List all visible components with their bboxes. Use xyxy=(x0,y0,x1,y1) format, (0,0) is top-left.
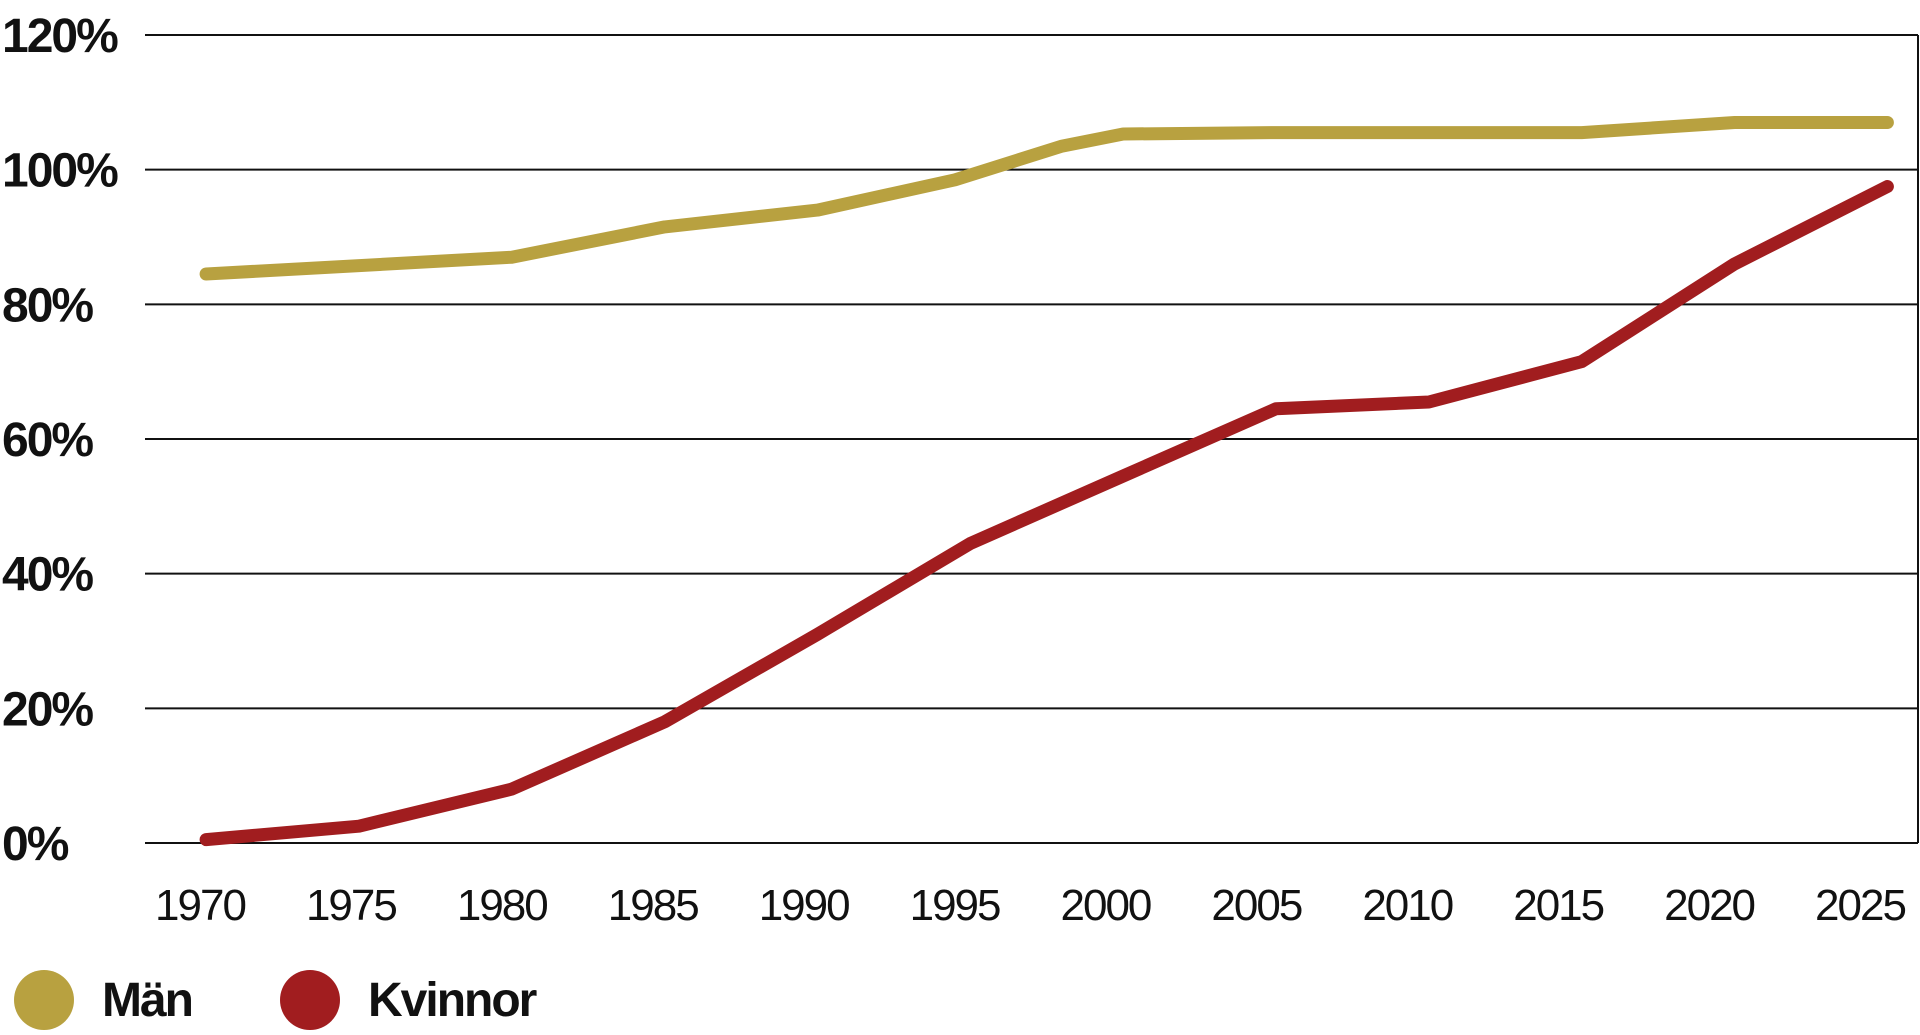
y-tick-label-100: 100% xyxy=(2,145,118,198)
y-tick-label-120: 120% xyxy=(2,10,118,63)
y-tick-label-40: 40% xyxy=(2,549,93,602)
x-tick-label-1975: 1975 xyxy=(306,881,396,930)
legend-swatch-kvinnor xyxy=(280,970,340,1030)
legend-item-kvinnor: Kvinnor xyxy=(280,970,537,1030)
x-tick-label-2015: 2015 xyxy=(1513,881,1603,930)
y-tick-label-60: 60% xyxy=(2,414,93,467)
x-axis-tick-labels: 1970 1975 1980 1985 1990 1995 2000 2005 2010 2015… xyxy=(155,881,1907,930)
legend-label-man: Män xyxy=(102,973,194,1027)
legend-item-man: Män xyxy=(14,970,194,1030)
x-tick-label-2025: 2025 xyxy=(1815,881,1905,930)
legend: Män Kvinnor xyxy=(0,970,1920,1030)
grid-lines xyxy=(145,34,1918,844)
series-line-kvinnor xyxy=(199,180,1894,847)
series-lines xyxy=(199,116,1894,847)
x-tick-label-1970: 1970 xyxy=(155,881,245,930)
x-tick-label-1980: 1980 xyxy=(457,881,547,930)
legend-swatch-man xyxy=(14,970,74,1030)
x-tick-label-2000: 2000 xyxy=(1061,881,1151,930)
x-tick-label-1990: 1990 xyxy=(759,881,849,930)
x-tick-label-2010: 2010 xyxy=(1362,881,1452,930)
series-line-man xyxy=(199,116,1894,281)
line-chart: 0%20%40%60%80%100%120% 1970 1975 1980 1985 1… xyxy=(2,10,1919,930)
y-tick-label-20: 20% xyxy=(2,683,93,736)
x-tick-label-2020: 2020 xyxy=(1664,881,1754,930)
x-tick-label-1985: 1985 xyxy=(608,881,698,930)
legend-label-kvinnor: Kvinnor xyxy=(368,973,537,1027)
y-tick-label-0: 0% xyxy=(2,818,69,871)
x-tick-label-2005: 2005 xyxy=(1211,881,1301,930)
y-tick-label-80: 80% xyxy=(2,279,93,332)
y-axis-tick-labels: 0% 20% 40% 60% 80% 100% 120% xyxy=(2,10,120,871)
x-tick-label-1995: 1995 xyxy=(910,881,1000,930)
